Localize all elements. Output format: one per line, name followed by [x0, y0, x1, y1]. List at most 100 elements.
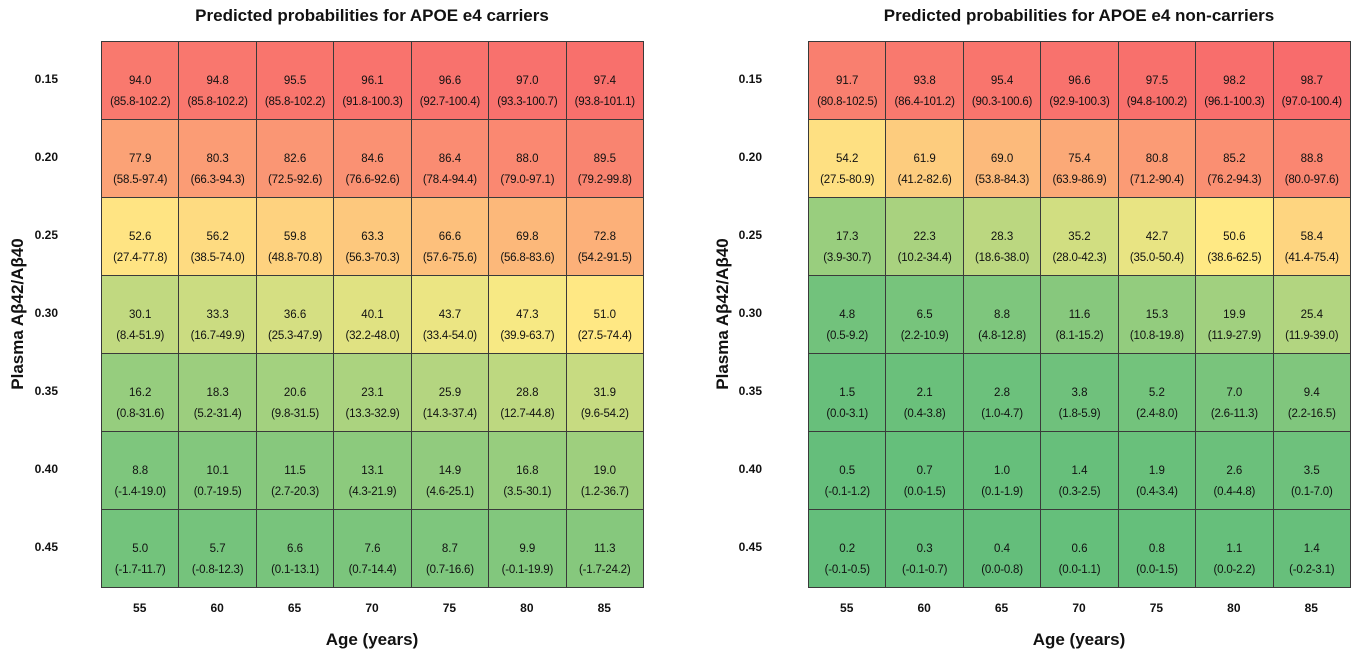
- heatmap-cell: 9.4 (2.2-16.5): [1272, 353, 1351, 432]
- cell-value-label: 28.8: [516, 387, 539, 399]
- cell-interval-label: (5.2-31.4): [193, 408, 242, 420]
- heatmap-cell: 0.5 (-0.1-1.2): [808, 431, 887, 510]
- heatmap-cell: 88.8 (80.0-97.6): [1272, 119, 1351, 198]
- cell-interval-label: (92.7-100.4): [419, 96, 481, 108]
- heatmap-cell: 77.9 (58.5-97.4): [101, 119, 180, 198]
- cell-value-label: 96.6: [438, 75, 462, 87]
- cell-interval-label: (1.0-4.7): [981, 408, 1023, 420]
- cell-interval-label: (27.4-77.8): [113, 252, 168, 264]
- cell-interval-label: (0.1-7.0): [1290, 486, 1333, 498]
- heatmap-cell: 72.8 (54.2-91.5): [565, 197, 644, 276]
- cell-value-label: 31.9: [593, 387, 616, 399]
- cell-interval-label: (-0.1-0.7): [901, 564, 948, 576]
- cell-interval-label: (56.8-83.6): [500, 252, 555, 264]
- cell-interval-label: (94.8-100.2): [1126, 96, 1188, 108]
- x-tick-label: 75: [442, 601, 457, 615]
- heatmap-cell: 93.8 (86.4-101.2): [885, 41, 964, 120]
- cell-value-label: 91.7: [836, 75, 859, 87]
- cell-value-label: 20.6: [283, 387, 307, 399]
- heatmap-cell: 14.9 (4.6-25.1): [410, 431, 490, 510]
- y-tick-label: 0.45: [34, 540, 58, 554]
- cell-interval-label: (0.0-1.5): [903, 486, 946, 498]
- heatmap-cell: 33.3 (16.7-49.9): [178, 275, 257, 354]
- x-tick-label: 70: [1072, 601, 1086, 615]
- heatmap-cell: 0.7 (0.0-1.5): [885, 431, 964, 510]
- cell-value-label: 47.3: [516, 309, 539, 321]
- cell-value-label: 17.3: [836, 231, 859, 243]
- heatmap-cell: 89.5 (79.2-99.8): [565, 119, 644, 198]
- cell-value-label: 82.6: [283, 153, 307, 165]
- cell-interval-label: (12.7-44.8): [500, 408, 555, 420]
- cell-interval-label: (8.1-15.2): [1055, 330, 1104, 342]
- heatmap-cell: 95.5 (85.8-102.2): [255, 41, 335, 120]
- cell-interval-label: (0.1-1.9): [981, 486, 1023, 498]
- heatmap-cell: 4.8 (0.5-9.2): [808, 275, 887, 354]
- y-tick-label: 0.15: [738, 72, 762, 86]
- panel-title: Predicted probabilities for APOE e4 carr…: [195, 6, 549, 25]
- cell-interval-label: (0.7-16.6): [425, 564, 474, 576]
- cell-interval-label: (4.3-21.9): [348, 486, 397, 498]
- heatmap-cell: 3.5 (0.1-7.0): [1272, 431, 1351, 510]
- cell-interval-label: (0.4-4.8): [1213, 486, 1256, 498]
- cell-interval-label: (58.5-97.4): [113, 174, 168, 186]
- panel-carriers: Predicted probabilities for APOE e4 carr…: [0, 0, 660, 657]
- heatmap-cell: 94.8 (85.8-102.2): [178, 41, 257, 120]
- cell-value-label: 16.8: [516, 465, 539, 477]
- cell-interval-label: (2.2-10.9): [900, 330, 949, 342]
- cell-value-label: 11.6: [1068, 309, 1091, 321]
- heatmap-cell: 82.6 (72.5-92.6): [255, 119, 335, 198]
- cell-interval-label: (72.5-92.6): [268, 174, 323, 186]
- cell-interval-label: (8.4-51.9): [116, 330, 165, 342]
- cell-interval-label: (2.7-20.3): [271, 486, 319, 498]
- cell-value-label: 85.2: [1223, 153, 1246, 165]
- cell-value-label: 96.1: [361, 75, 384, 87]
- cell-interval-label: (9.8-31.5): [271, 408, 319, 420]
- cell-interval-label: (25.3-47.9): [268, 330, 323, 342]
- heatmap-cell: 95.4 (90.3-100.6): [962, 41, 1042, 120]
- cell-interval-label: (13.3-32.9): [345, 408, 400, 420]
- cell-interval-label: (0.7-14.4): [348, 564, 397, 576]
- cell-interval-label: (14.3-37.4): [422, 408, 477, 420]
- cell-interval-label: (71.2-90.4): [1129, 174, 1184, 186]
- cell-interval-label: (92.9-100.3): [1049, 96, 1110, 108]
- cell-interval-label: (80.8-102.5): [817, 96, 878, 108]
- cell-value-label: 33.3: [206, 309, 229, 321]
- heatmap-cell: 19.9 (11.9-27.9): [1195, 275, 1274, 354]
- y-tick-label: 0.15: [34, 72, 58, 86]
- cell-interval-label: (85.8-102.2): [110, 96, 171, 108]
- cell-interval-label: (93.8-101.1): [574, 96, 635, 108]
- cell-interval-label: (91.8-100.3): [342, 96, 403, 108]
- cell-interval-label: (86.4-101.2): [894, 96, 955, 108]
- heatmap-cell: 85.2 (76.2-94.3): [1195, 119, 1274, 198]
- cell-value-label: 40.1: [361, 309, 384, 321]
- cell-value-label: 95.4: [990, 75, 1014, 87]
- x-tick-label: 65: [287, 601, 302, 615]
- cell-value-label: 84.6: [361, 153, 384, 165]
- heatmap-cell: 36.6 (25.3-47.9): [255, 275, 335, 354]
- heatmap-cell: 30.1 (8.4-51.9): [101, 275, 180, 354]
- cell-interval-label: (56.3-70.3): [345, 252, 400, 264]
- cell-value-label: 59.8: [283, 231, 307, 243]
- x-axis-label: Age (years): [325, 630, 419, 649]
- heatmap-cell: 31.9 (9.6-54.2): [565, 353, 644, 432]
- heatmap-cell: 1.5 (0.0-3.1): [808, 353, 887, 432]
- y-tick-label: 0.35: [738, 384, 762, 398]
- cell-value-label: 2.8: [994, 387, 1011, 399]
- heatmap-cell: 19.0 (1.2-36.7): [565, 431, 644, 510]
- cell-interval-label: (0.0-0.8): [981, 564, 1023, 576]
- cell-interval-label: (0.5-9.2): [826, 330, 869, 342]
- cell-interval-label: (53.8-84.3): [975, 174, 1030, 186]
- cell-value-label: 13.1: [361, 465, 384, 477]
- cell-interval-label: (78.4-94.4): [422, 174, 477, 186]
- cell-value-label: 51.0: [593, 309, 616, 321]
- cell-interval-label: (54.2-91.5): [577, 252, 632, 264]
- cell-value-label: 89.5: [593, 153, 616, 165]
- heatmap-cell: 98.2 (96.1-100.3): [1195, 41, 1274, 120]
- y-tick-label: 0.40: [34, 462, 58, 476]
- cell-value-label: 9.4: [1303, 387, 1320, 399]
- cell-value-label: 94.8: [206, 75, 229, 87]
- heatmap-grid: 94.0 (85.8-102.2) 94.8 (85.8-102.2) 95.5 (85.…: [101, 41, 644, 588]
- heatmap-cell: 9.9 (-0.1-19.9): [488, 509, 567, 588]
- cell-interval-label: (10.2-34.4): [897, 252, 952, 264]
- cell-interval-label: (80.0-97.6): [1284, 174, 1339, 186]
